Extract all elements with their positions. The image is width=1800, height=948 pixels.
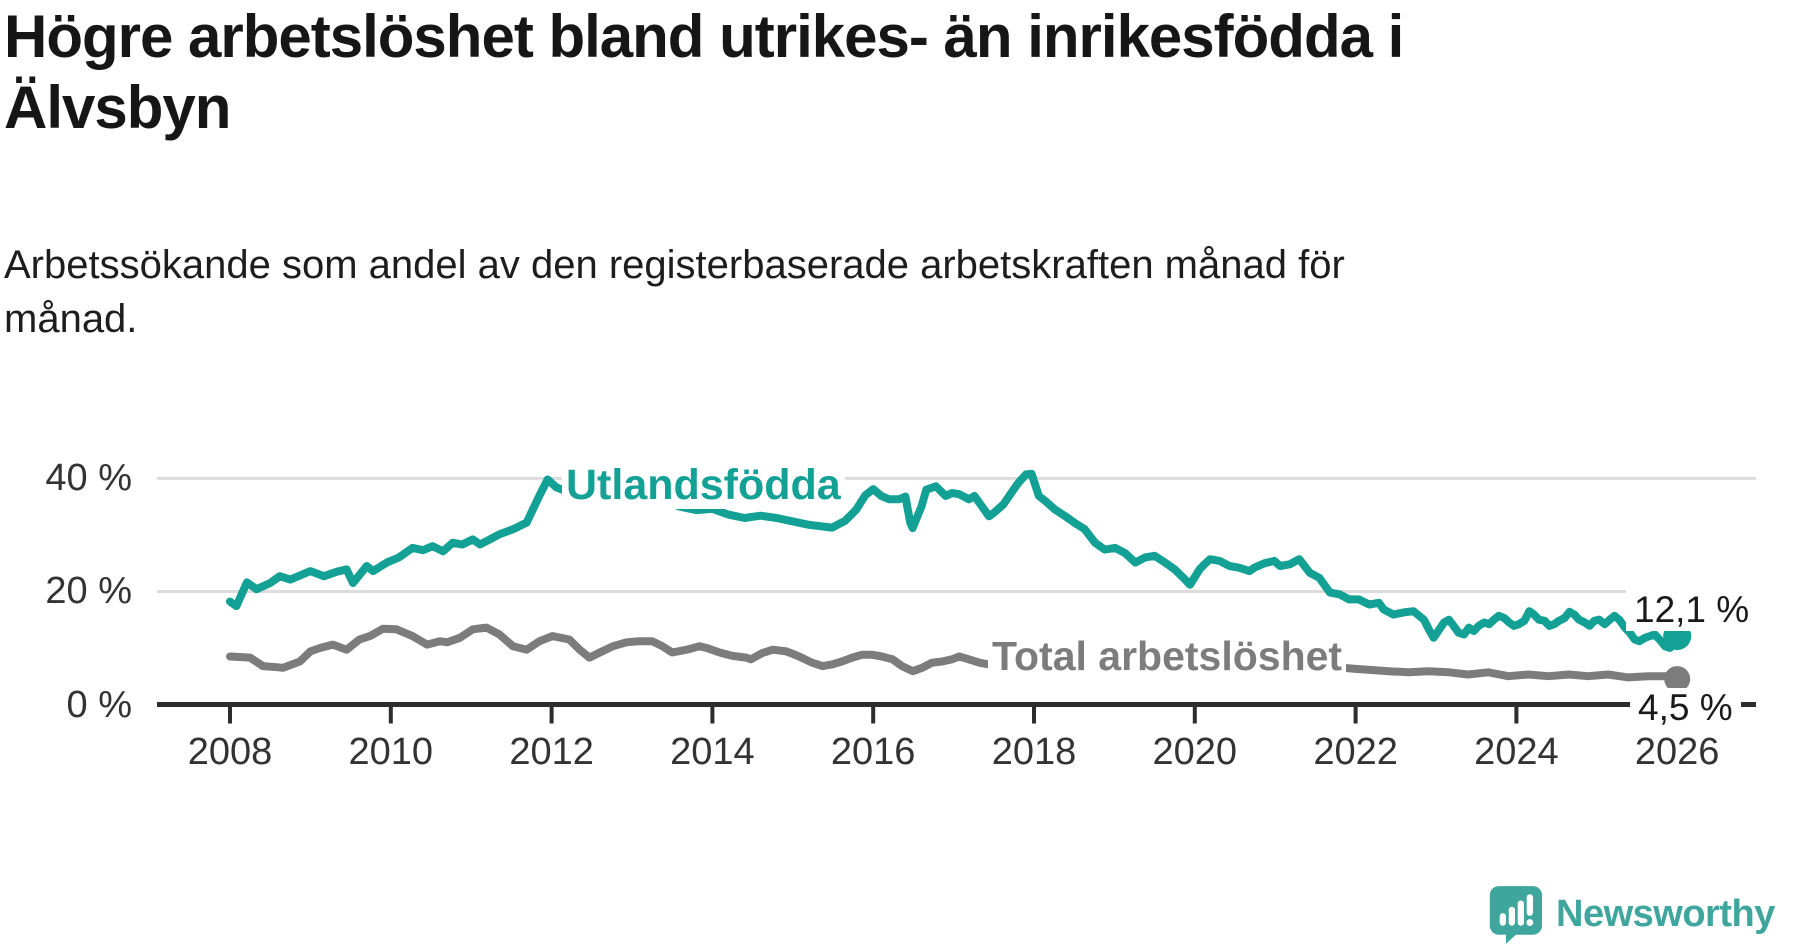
x-tick-label-2010: 2010	[348, 731, 434, 773]
page-title: Högre arbetslöshet bland utrikes- än inr…	[4, 2, 1684, 144]
speech-bubble-shape	[1489, 886, 1542, 944]
x-tick-label-2020: 2020	[1152, 731, 1238, 773]
total-line	[226, 623, 1682, 684]
page-title-line2: Älvsbyn	[4, 73, 231, 141]
total-end-dot	[1664, 666, 1691, 693]
chart-subtitle-line2: månad.	[4, 297, 138, 341]
y-tick-label-20: 20 %	[45, 570, 132, 613]
exclamation-dot	[1526, 919, 1534, 926]
chart-subtitle: Arbetssökande som andel av den registerb…	[4, 238, 1504, 346]
x-tick-label-2008: 2008	[187, 731, 273, 773]
y-tick-label-0: 0 %	[66, 683, 132, 726]
x-tick-label-2024: 2024	[1474, 731, 1559, 773]
bar-chart-bar-3	[1517, 900, 1524, 926]
series-label-utlandsfodda: Utlandsfödda	[562, 461, 845, 510]
chart-subtitle-line1: Arbetssökande som andel av den registerb…	[4, 243, 1345, 287]
x-tick-label-2018: 2018	[991, 731, 1077, 773]
exclamation-bar	[1526, 894, 1533, 916]
y-tick-label-40: 40 %	[45, 457, 132, 500]
x-tick-label-2012: 2012	[509, 731, 594, 773]
newsworthy-wordmark: Newsworthy	[1556, 892, 1775, 935]
bar-chart-bar-1	[1499, 913, 1506, 926]
utlandsfodda-line	[226, 469, 1682, 652]
x-tick-label-2026: 2026	[1634, 731, 1720, 773]
x-tick-label-2022: 2022	[1313, 731, 1398, 773]
page-title-line1: Högre arbetslöshet bland utrikes- än inr…	[4, 3, 1404, 70]
newsworthy-icon	[1489, 886, 1542, 944]
series-label-total-arbetsloshet: Total arbetslöshet	[988, 633, 1347, 680]
x-tick-label-2014: 2014	[670, 731, 755, 773]
bar-chart-bar-2	[1508, 906, 1515, 926]
end-value-label-utlandsfodda: 12,1 %	[1626, 590, 1758, 631]
end-value-label-total: 4,5 %	[1630, 688, 1741, 729]
newsworthy-logo: Newsworthy	[1488, 884, 1775, 944]
x-tick-label-2016: 2016	[830, 731, 916, 773]
